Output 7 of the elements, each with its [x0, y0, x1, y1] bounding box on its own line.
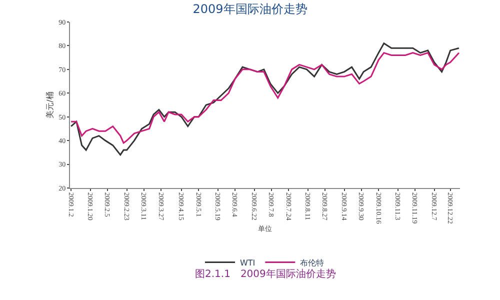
legend-label: 布伦特 — [300, 258, 324, 268]
chart-title: 2009年国际油价走势 — [192, 2, 308, 16]
line-series — [70, 42, 460, 156]
legend-label: WTI — [240, 258, 256, 268]
caption: 图2.1.1 2009年国际油价走势 — [195, 268, 336, 280]
line-series — [70, 52, 460, 144]
y-axis-title: 美元/桶 — [45, 92, 54, 118]
